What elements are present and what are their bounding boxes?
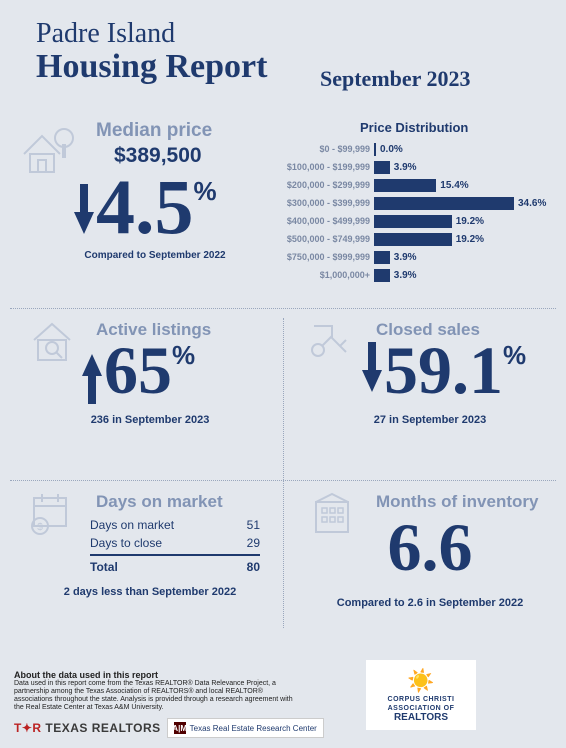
median-label: Median price [96, 120, 280, 142]
texas-realtors-logo: T✦R TEXAS REALTORS [14, 721, 161, 735]
distribution-title: Price Distribution [360, 120, 468, 135]
days-total-value: 80 [247, 560, 260, 574]
listings-pct: 65 [104, 336, 172, 404]
house-icon [20, 126, 78, 176]
days-row-value: 51 [247, 518, 260, 532]
divider [10, 308, 556, 309]
table-row: Days to close 29 [90, 534, 260, 552]
days-row-label: Days on market [90, 518, 174, 532]
dist-row: $500,000 - $749,999 19.2% [286, 230, 556, 248]
days-sub: 2 days less than September 2022 [20, 586, 280, 598]
footer: About the data used in this report Data … [14, 670, 552, 738]
divider [10, 480, 556, 481]
dist-label: $400,000 - $499,999 [286, 216, 374, 226]
dist-bar [374, 269, 390, 282]
dist-bar [374, 179, 436, 192]
tr-text: TEXAS REALTORS [45, 721, 160, 735]
active-listings-block: Active listings 65 % 236 in September 20… [20, 320, 280, 426]
days-row-label: Days to close [90, 536, 162, 550]
dist-label: $100,000 - $199,999 [286, 162, 374, 172]
dist-bar [374, 161, 390, 174]
dist-bar [374, 197, 514, 210]
dist-row: $400,000 - $499,999 19.2% [286, 212, 556, 230]
closed-change: 59.1 % [362, 336, 560, 404]
days-label: Days on market [96, 492, 280, 512]
dist-value: 0.0% [380, 144, 403, 155]
tam-logo: A|M Texas Real Estate Research Center [167, 718, 324, 738]
inventory-sub: Compared to 2.6 in September 2022 [300, 597, 560, 609]
closed-sub: 27 in September 2023 [300, 414, 560, 426]
calendar-dollar-icon: $ [28, 492, 76, 536]
table-row: Days on market 51 [90, 516, 260, 534]
title-line2: Housing Report [36, 48, 566, 86]
median-price-block: Median price $389,500 4.5 % Compared to … [20, 120, 280, 261]
arrow-down-icon [362, 370, 382, 392]
dist-value: 34.6% [518, 198, 546, 209]
dist-bar [374, 233, 452, 246]
footer-logos: T✦R TEXAS REALTORS A|M Texas Real Estate… [14, 718, 552, 738]
percent-sign: % [172, 340, 195, 371]
dist-label: $750,000 - $999,999 [286, 252, 374, 262]
dist-label: $0 - $99,999 [286, 144, 374, 154]
dist-row: $0 - $99,999 0.0% [286, 140, 556, 158]
building-icon [308, 492, 356, 536]
about-title: About the data used in this report [14, 670, 552, 680]
dist-label: $300,000 - $399,999 [286, 198, 374, 208]
percent-sign: % [503, 340, 526, 371]
dist-bar [374, 215, 452, 228]
days-total-label: Total [90, 560, 118, 574]
inventory-block: Months of inventory 6.6 Compared to 2.6 … [300, 492, 560, 609]
dist-value: 19.2% [456, 234, 484, 245]
svg-text:$: $ [37, 522, 43, 533]
arrow-up-icon [82, 354, 102, 376]
listings-change: 65 % [82, 336, 280, 404]
dist-bar [374, 143, 376, 156]
days-row-value: 29 [247, 536, 260, 550]
dist-label: $1,000,000+ [286, 270, 374, 280]
about-text: Data used in this report come from the T… [14, 680, 294, 712]
dist-value: 15.4% [440, 180, 468, 191]
median-compare: Compared to September 2022 [30, 250, 280, 261]
median-change-pct: 4.5 [96, 172, 194, 242]
closed-pct: 59.1 [384, 336, 503, 404]
dist-label: $200,000 - $299,999 [286, 180, 374, 190]
median-change: 4.5 % [74, 172, 280, 242]
divider-vertical [283, 318, 284, 628]
dist-bar [374, 251, 390, 264]
keys-icon [308, 320, 356, 364]
dist-value: 3.9% [394, 252, 417, 263]
listings-sub: 236 in September 2023 [20, 414, 280, 426]
dist-row: $750,000 - $999,999 3.9% [286, 248, 556, 266]
dist-row: $300,000 - $399,999 34.6% [286, 194, 556, 212]
report-month: September 2023 [320, 66, 471, 92]
title-line1: Padre Island [36, 18, 566, 50]
divider [90, 554, 260, 556]
table-row: Total 80 [90, 558, 260, 576]
report-header: Padre Island Housing Report [0, 0, 566, 86]
dist-value: 19.2% [456, 216, 484, 227]
arrow-down-icon [74, 212, 94, 234]
dist-row: $200,000 - $299,999 15.4% [286, 176, 556, 194]
closed-sales-block: Closed sales 59.1 % 27 in September 2023 [300, 320, 560, 426]
price-distribution-chart: $0 - $99,9990.0%$100,000 - $199,9993.9%$… [286, 140, 556, 284]
dist-label: $500,000 - $749,999 [286, 234, 374, 244]
magnify-house-icon [28, 320, 76, 364]
tam-label: Texas Real Estate Research Center [190, 724, 317, 733]
dist-value: 3.9% [394, 162, 417, 173]
tam-badge: A|M [174, 722, 186, 734]
dist-row: $100,000 - $199,999 3.9% [286, 158, 556, 176]
dist-row: $1,000,000+ 3.9% [286, 266, 556, 284]
days-table: Days on market 51 Days to close 29 Total… [90, 516, 280, 576]
percent-sign: % [194, 176, 217, 207]
dist-value: 3.9% [394, 270, 417, 281]
days-on-market-block: $ Days on market Days on market 51 Days … [20, 492, 280, 598]
